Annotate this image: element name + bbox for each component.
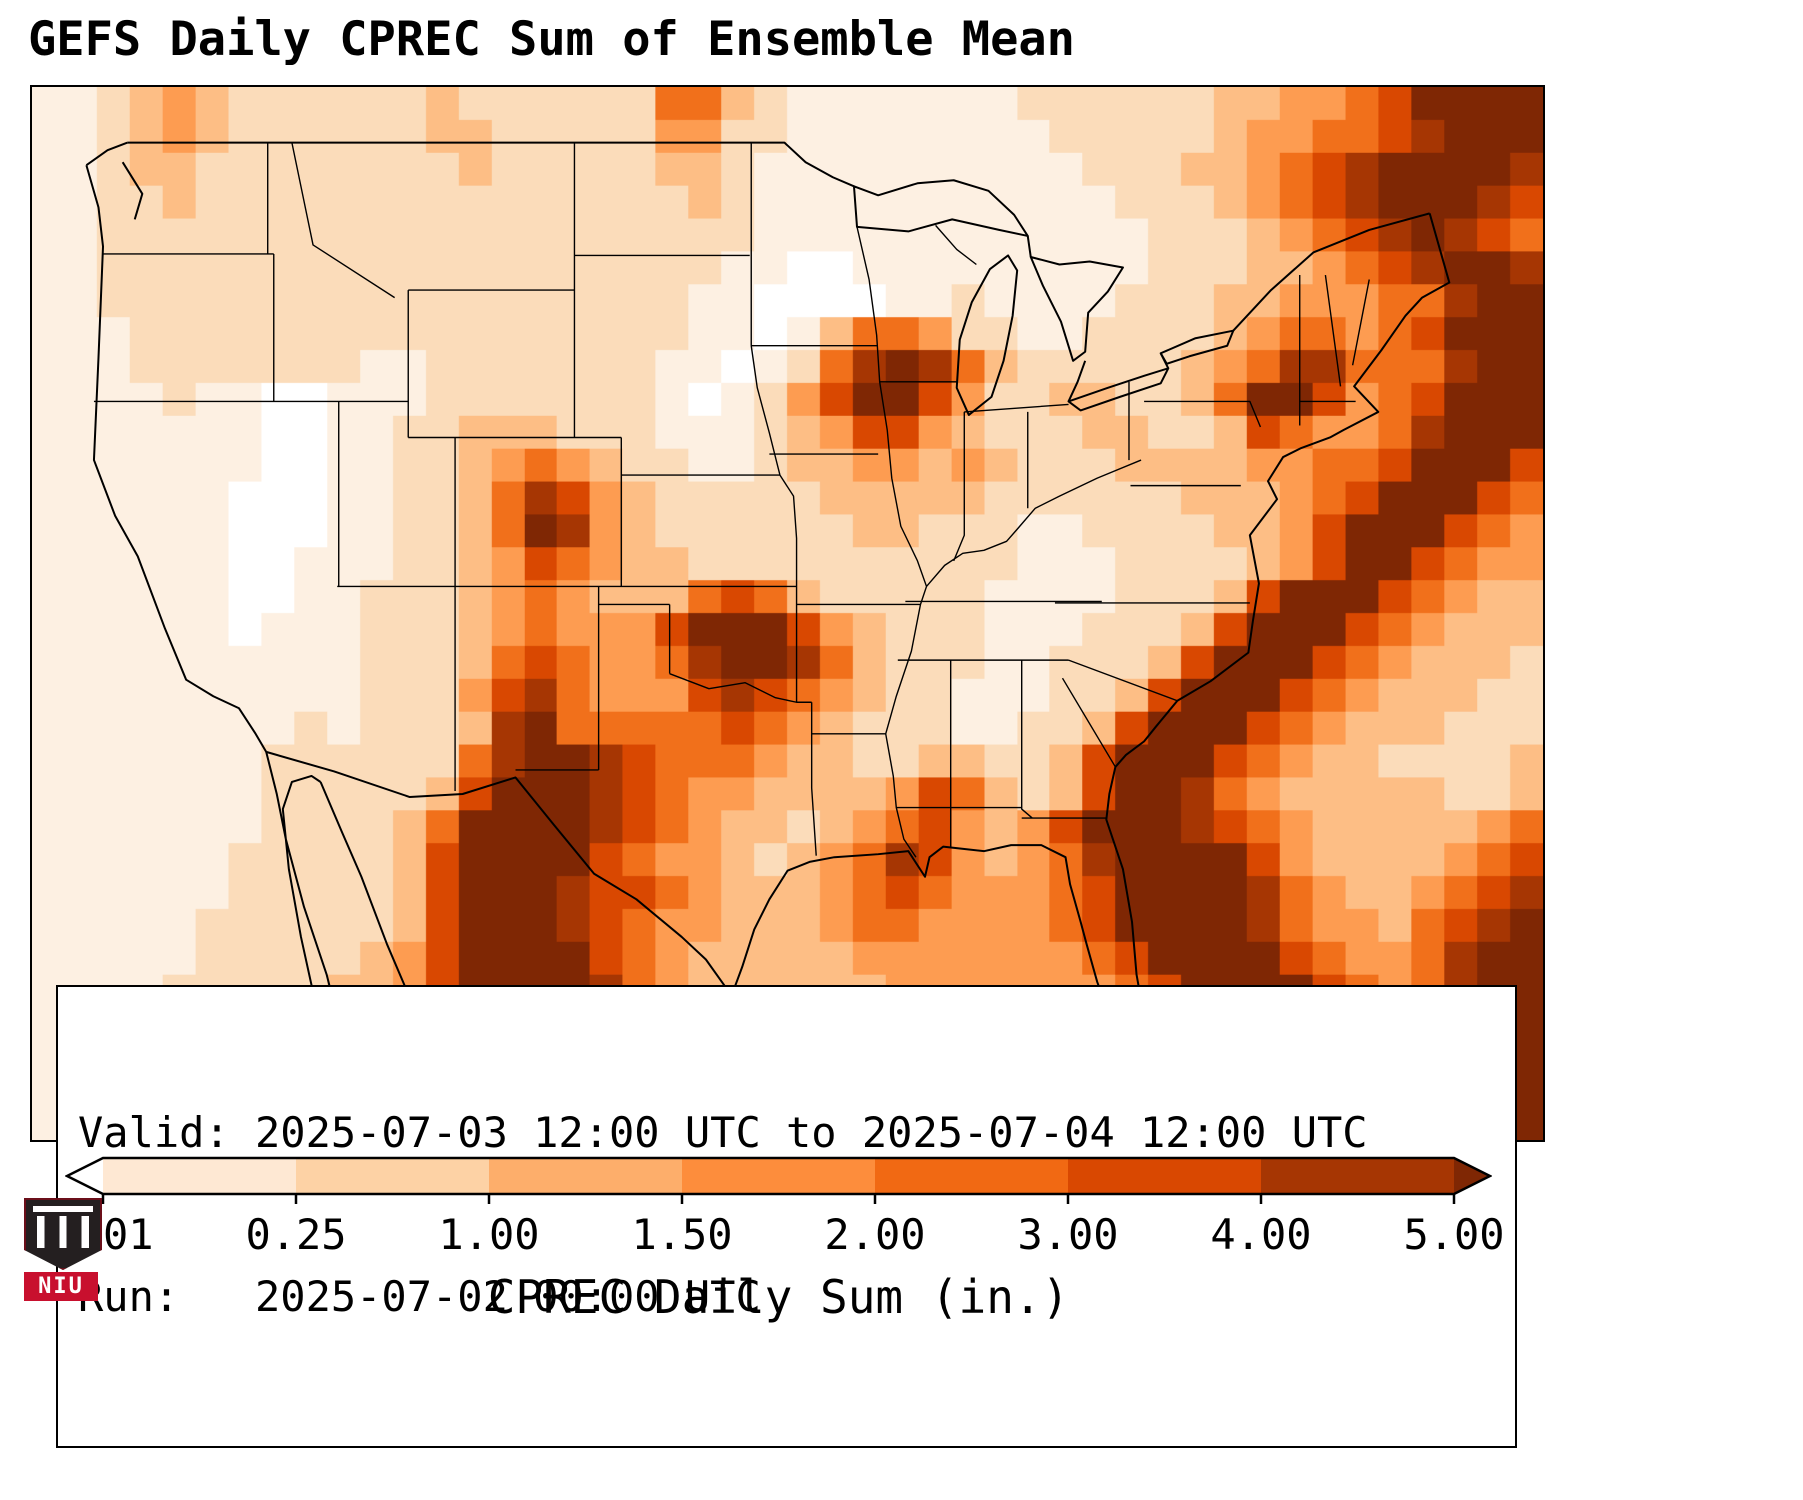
colorbar-over-arrow — [1454, 1158, 1490, 1194]
valid-run-info-box: Valid: 2025-07-03 12:00 UTC to 2025-07-0… — [56, 985, 1517, 1448]
niu-logo-text: NIU — [24, 1272, 98, 1301]
colorbar-tick-marks — [101, 1194, 1456, 1204]
colorbar-segment — [489, 1158, 682, 1194]
colorbar-tick-label: 1.50 — [631, 1210, 733, 1259]
canada-border — [127, 143, 1429, 402]
colorbar-tick-labels: 0.01 0.25 1.00 1.50 2.00 3.00 4.00 5.00 — [52, 1208, 1504, 1264]
plot-title: GEFS Daily CPREC Sum of Ensemble Mean — [28, 12, 1075, 67]
colorbar — [65, 1156, 1492, 1204]
colorbar-segment — [875, 1158, 1068, 1194]
pacific-coastline — [86, 143, 266, 752]
colorbar-segment — [682, 1158, 875, 1194]
precip-heatmap — [32, 87, 1543, 1140]
colorbar-tick-label: 4.00 — [1210, 1210, 1312, 1259]
colorbar-tick-label: 2.00 — [824, 1210, 926, 1259]
colorbar-tick-label: 3.00 — [1017, 1210, 1119, 1259]
colorbar-tick-label: 5.00 — [1403, 1210, 1505, 1259]
colorbar-segment — [1068, 1158, 1261, 1194]
map-panel: Valid: 2025-07-03 12:00 UTC to 2025-07-0… — [30, 85, 1545, 1448]
colorbar-tick-label: 1.00 — [438, 1210, 540, 1259]
state-borders — [94, 143, 1369, 858]
colorbar-segment — [296, 1158, 489, 1194]
atlantic-gulf-coastline — [732, 213, 1450, 1022]
colorbar-segment — [103, 1158, 296, 1194]
colorbar-axis-label: CPREC Daily Sum (in.) — [487, 1270, 1070, 1324]
niu-shield-arch — [33, 1206, 93, 1213]
colorbar-under-arrow — [67, 1158, 103, 1194]
valid-time-text: Valid: 2025-07-03 12:00 UTC to 2025-07-0… — [78, 1108, 1368, 1158]
state-borders-overlay — [32, 87, 1543, 1140]
niu-shield-icon — [24, 1198, 102, 1270]
niu-shield-columns — [37, 1216, 89, 1248]
colorbar-block: 0.01 0.25 1.00 1.50 2.00 3.00 4.00 5.00 … — [52, 1156, 1505, 1324]
colorbar-segment — [1261, 1158, 1454, 1194]
colorbar-tick-label: 0.25 — [245, 1210, 347, 1259]
great-lakes-outline — [854, 180, 1233, 415]
niu-logo: NIU — [24, 1198, 102, 1301]
